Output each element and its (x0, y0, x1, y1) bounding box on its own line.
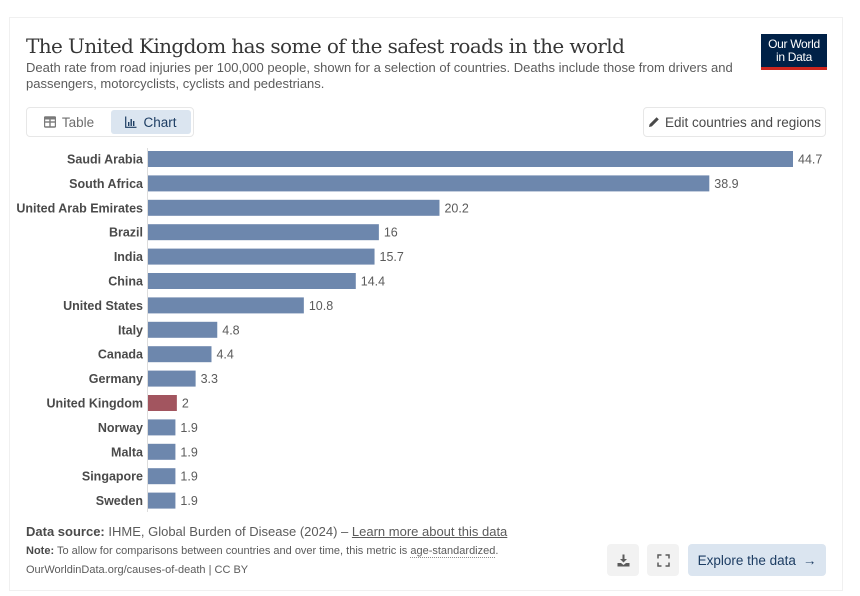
fullscreen-icon (656, 553, 670, 567)
tab-chart[interactable]: Chart (111, 110, 191, 134)
source-text: IHME, Global Burden of Disease (2024) – (108, 524, 349, 539)
edit-countries-button[interactable]: Edit countries and regions (643, 107, 826, 137)
age-standardized-link[interactable]: age-standardized (410, 545, 496, 558)
tab-table[interactable]: Table (29, 110, 109, 134)
chart-title: The United Kingdom has some of the safes… (26, 34, 625, 58)
bar-chart-icon (125, 116, 137, 128)
chart-card (9, 17, 843, 591)
arrow-right-icon: → (802, 552, 817, 568)
download-button[interactable] (607, 544, 639, 576)
note-end: . (495, 545, 499, 557)
tab-chart-label: Chart (143, 114, 177, 130)
logo-line-1: Our World (768, 37, 820, 51)
learn-more-link[interactable]: Learn more about this data (351, 524, 508, 539)
edit-countries-label: Edit countries and regions (664, 114, 822, 130)
logo-line-2: in Data (776, 50, 812, 64)
fullscreen-button[interactable] (647, 544, 679, 576)
note-text: To allow for comparisons between countri… (56, 545, 408, 557)
data-source: Data source: IHME, Global Burden of Dise… (26, 524, 507, 539)
chart-note: Note: To allow for comparisons between c… (26, 545, 499, 558)
note-label: Note: (26, 545, 55, 557)
chart-subtitle: Death rate from road injuries per 100,00… (26, 60, 733, 91)
source-label: Data source: (26, 524, 105, 539)
owid-logo[interactable]: Our World in Data (761, 34, 827, 70)
table-icon (43, 116, 56, 128)
explore-data-label: Explore the data (697, 552, 796, 568)
tab-table-label: Table (61, 114, 95, 130)
explore-data-button[interactable]: Explore the data → (688, 544, 826, 576)
view-tabs: Table Chart (26, 107, 194, 137)
pencil-icon (648, 117, 659, 127)
download-icon (617, 554, 629, 566)
source-url[interactable]: OurWorldinData.org/causes-of-death | CC … (26, 564, 249, 576)
